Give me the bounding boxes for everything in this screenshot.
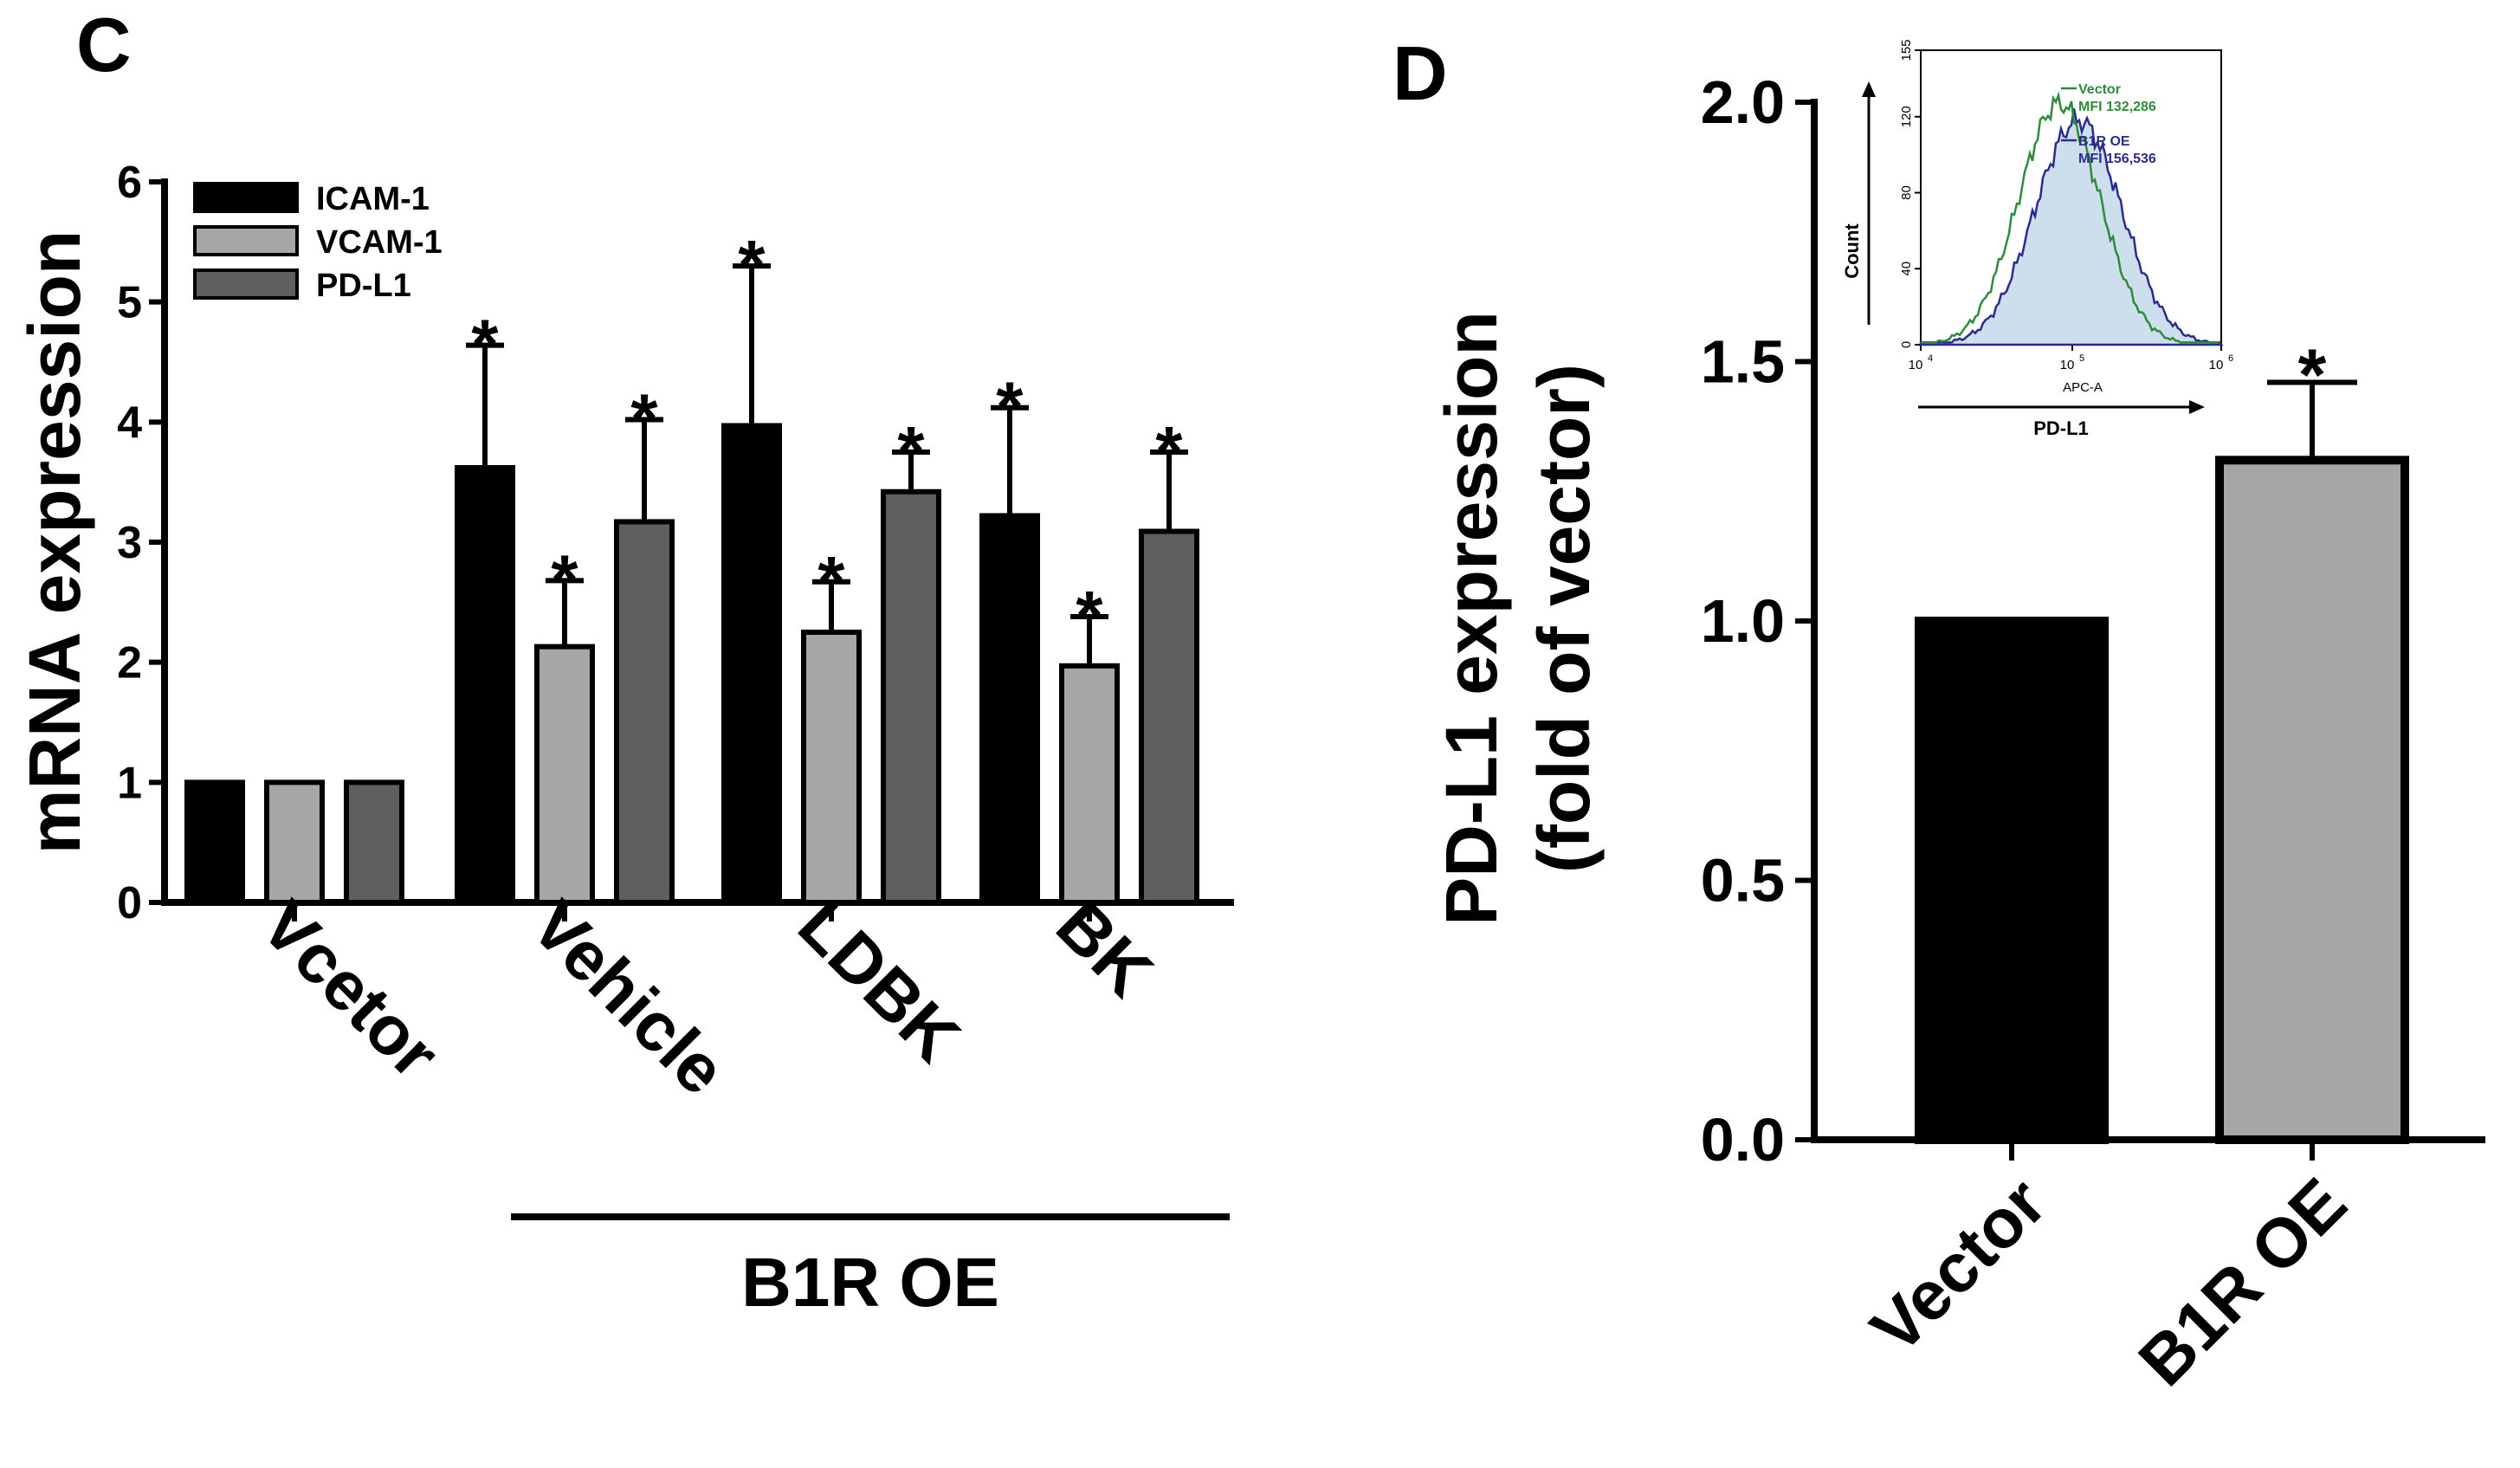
inset-x-tick-exponent: 5 [2079,353,2084,364]
panel-c-chart: mRNA expression 0 1 2 3 4 5 6 * * * * * * * * * ICAM-1… [14,158,1234,1321]
inset-x-arrow-label: PD-L1 [2033,417,2089,439]
panel-c-significance-star: * [897,412,925,489]
panel-c-axes: 0 1 2 3 4 5 6 [117,158,1234,928]
panel-c-bar-icam-1 [979,513,1040,905]
inset-x-label: APC-A [2063,380,2103,395]
panel-c-bar-pd-l1 [881,488,941,905]
panel-d-y-tick-label: 0.0 [1701,1106,1785,1174]
panel-c-legend: ICAM-1 VCAM-1 PD-L1 [193,181,443,304]
panel-d-category-label: B1R OE [2124,1163,2362,1400]
inset-y-tick-label: 40 [1899,262,1914,276]
panel-c-significance-star: * [551,540,578,618]
panel-d-category-label: Vector [1856,1163,2060,1368]
panel-d-category-labels: Vector B1R OE [1856,1163,2361,1400]
panel-d-y-axis-title-line2: (fold of vector) [1523,364,1605,873]
inset-x-tick-label: 10 [1909,358,1923,372]
panel-c-bar-vcam-1 [264,779,325,905]
panel-c-bar-vcam-1 [1059,663,1120,905]
panel-c-significance-star: * [1076,577,1103,654]
panel-d-significance-star: * [2298,333,2327,415]
inset-legend-mfi: MFI 132,286 [2078,100,2156,114]
panel-c-category-labels: Vcetor Vehicle LDBK BK [247,886,1167,1109]
panel-c-y-tick-label: 2 [117,638,142,689]
panel-c-y-tick-label: 0 [117,878,142,928]
panel-d-bar [2215,456,2409,1144]
panel-d-y-tick-label: 1.0 [1701,587,1785,655]
inset-x-tick-label: 10 [2209,358,2224,372]
panel-d-inset-histogram: 0 40 80 120 155 10 4 10 5 10 6 Vector MFI 132,286 B1… [1841,39,2233,439]
panel-c-bar-icam-1 [455,465,515,905]
inset-legend-name: B1R OE [2078,134,2130,149]
inset-y-tick-label: 155 [1899,39,1914,61]
panel-c-bar-vcam-1 [801,630,862,905]
panel-c-group-label: B1R OE [741,1244,999,1321]
panel-c-bar-icam-1 [184,779,245,905]
panel-d-y-axis-title-line1: PD-L1 expression [1431,311,1512,926]
panel-c-significance-star: * [1155,412,1183,489]
panel-c-legend-swatch [193,182,299,213]
panel-c-bar-pd-l1 [344,779,404,905]
panel-c-bar-icam-1 [721,423,782,905]
inset-x-tick-exponent: 6 [2228,353,2233,364]
panel-c-category-label: Vehicle [517,886,740,1109]
panel-c-legend-label: ICAM-1 [316,181,430,217]
panel-c-category-label: Vcetor [247,886,454,1093]
inset-pdl1-arrowhead [2189,400,2205,414]
inset-curve-vector [1921,91,2220,344]
panel-c-significance-star: * [471,306,499,383]
inset-curve-b1r-oe [1919,108,2224,346]
panel-c-bar-vcam-1 [534,643,595,905]
panel-c-bar-pd-l1 [1139,528,1199,906]
panel-c-y-tick-label: 6 [117,158,142,208]
inset-legend-mfi: MFI 156,536 [2078,152,2156,166]
panel-c-significance-star: * [817,542,845,619]
inset-y-label: Count [1841,223,1863,279]
panel-c-y-tick-label: 1 [117,758,142,808]
panel-letter-c: C [76,2,132,87]
panel-letter-d: D [1392,30,1448,116]
panel-c-y-axis-title: mRNA expression [14,230,95,854]
panel-c-legend-swatch [193,225,299,256]
inset-y-tick-label: 80 [1899,185,1914,200]
panel-c-legend-swatch [193,268,299,300]
panel-d-y-tick-label: 2.0 [1701,68,1785,136]
panel-c-significance-star: * [630,380,658,457]
inset-legend: Vector MFI 132,286 B1R OE MFI 156,536 [2061,82,2156,166]
panel-c-legend-label: PD-L1 [316,268,411,304]
inset-y-tick-label: 120 [1899,106,1914,127]
panel-c-y-tick-label: 4 [117,398,142,448]
inset-y-tick-label: 0 [1899,341,1914,348]
panel-c-category-label: LDBK [784,886,974,1077]
panel-c-y-tick-label: 3 [117,518,142,568]
panel-c-bars: * * * * * * * * * [184,226,1199,906]
panel-d-bars: * [1915,333,2409,1144]
panel-d-bar [1915,617,2109,1144]
inset-x-tick-exponent: 4 [1928,353,1933,364]
inset-count-arrowhead [1862,81,1876,97]
panel-c-legend-label: VCAM-1 [316,224,443,261]
inset-legend-name: Vector [2078,82,2121,97]
panel-c-bar-pd-l1 [614,519,675,906]
panel-c-significance-star: * [996,368,1024,445]
panel-c-y-tick-label: 5 [117,278,142,328]
inset-x-tick-label: 10 [2060,358,2075,372]
panel-d-y-tick-label: 1.5 [1701,328,1785,396]
panel-c-significance-star: * [738,226,766,303]
panel-d-y-tick-label: 0.5 [1701,847,1785,915]
